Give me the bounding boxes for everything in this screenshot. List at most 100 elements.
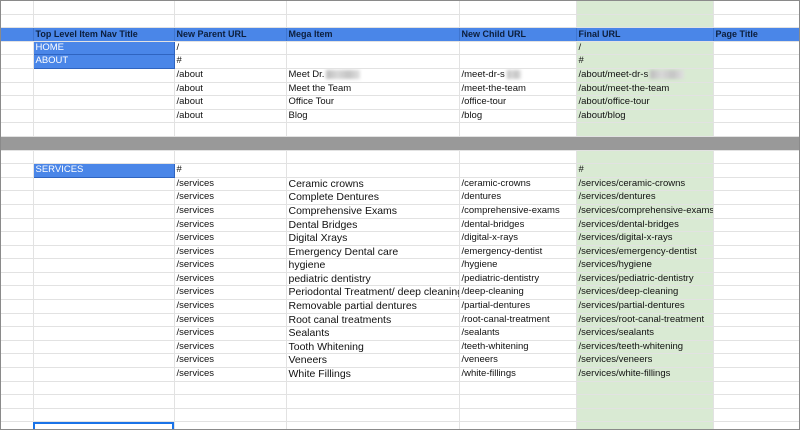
cell[interactable] <box>1 41 34 56</box>
page-title-cell[interactable] <box>713 353 799 369</box>
page-title-cell[interactable] <box>713 313 799 328</box>
cell[interactable] <box>1 204 34 219</box>
cell[interactable] <box>459 14 577 29</box>
cell[interactable] <box>286 421 460 429</box>
nav-title-cell[interactable] <box>33 245 175 260</box>
cell[interactable] <box>1 394 34 409</box>
nav-title-cell[interactable] <box>33 231 175 246</box>
cell[interactable] <box>1 408 34 423</box>
cell[interactable] <box>174 122 287 137</box>
cell[interactable] <box>174 150 287 165</box>
cell[interactable] <box>33 381 175 396</box>
cell[interactable] <box>33 14 175 29</box>
page-title-cell[interactable] <box>713 272 799 287</box>
final-url-cell[interactable]: /services/hygiene <box>576 258 714 273</box>
cell[interactable] <box>1 285 34 301</box>
cell[interactable] <box>1 299 34 314</box>
cell[interactable] <box>1 14 34 29</box>
mega-item-cell[interactable]: Comprehensive Exams <box>286 204 460 219</box>
final-url-cell[interactable]: /services/sealants <box>576 326 714 341</box>
parent-url-cell[interactable]: / <box>174 41 287 56</box>
child-url-cell[interactable]: /white-fillings <box>459 367 577 382</box>
final-url-cell[interactable]: /services/digital-x-rays <box>576 231 714 246</box>
cell[interactable] <box>286 150 460 165</box>
parent-url-cell[interactable]: /about <box>174 68 287 83</box>
final-url-cell[interactable]: /services/white-fillings <box>576 367 714 382</box>
cell[interactable] <box>713 421 799 429</box>
mega-item-cell[interactable]: Periodontal Treatment/ deep cleaning <box>286 285 460 301</box>
nav-title-cell[interactable] <box>33 258 175 273</box>
parent-url-cell[interactable]: /services <box>174 258 287 273</box>
cell[interactable] <box>174 394 287 409</box>
cell[interactable] <box>1 95 34 110</box>
nav-title-cell[interactable] <box>33 190 175 205</box>
final-url-cell[interactable]: /services/root-canal-treatment <box>576 313 714 328</box>
cell[interactable] <box>1 245 34 260</box>
child-url-cell[interactable]: /sealants <box>459 326 577 341</box>
mega-item-cell[interactable] <box>286 163 460 178</box>
parent-url-cell[interactable]: /services <box>174 340 287 355</box>
nav-title-cell[interactable] <box>33 285 175 301</box>
page-title-cell[interactable] <box>713 190 799 205</box>
child-url-cell[interactable]: /partial-dentures <box>459 299 577 314</box>
parent-url-cell[interactable]: /services <box>174 190 287 205</box>
mega-item-cell[interactable]: pediatric dentistry <box>286 272 460 287</box>
cell[interactable] <box>459 394 577 409</box>
child-url-cell[interactable]: /veneers <box>459 353 577 369</box>
cell[interactable] <box>459 150 577 165</box>
parent-url-cell[interactable]: /services <box>174 367 287 382</box>
cell[interactable] <box>174 1 287 15</box>
parent-url-cell[interactable]: /services <box>174 313 287 328</box>
cell[interactable] <box>576 122 714 137</box>
cell[interactable] <box>174 14 287 29</box>
cell[interactable] <box>286 381 460 396</box>
parent-url-cell[interactable]: /services <box>174 353 287 369</box>
child-url-cell[interactable]: /digital-x-rays <box>459 231 577 246</box>
mega-item-cell[interactable]: Removable partial dentures <box>286 299 460 314</box>
parent-url-cell[interactable]: /services <box>174 326 287 341</box>
cell[interactable] <box>1 122 34 137</box>
parent-url-cell[interactable]: /services <box>174 204 287 219</box>
final-url-cell[interactable]: /about/meet-dr-s <box>576 68 714 83</box>
cell[interactable] <box>459 408 577 423</box>
page-title-cell[interactable] <box>713 258 799 273</box>
parent-url-cell[interactable]: /about <box>174 95 287 110</box>
cell[interactable] <box>576 381 714 396</box>
nav-title-cell[interactable] <box>33 299 175 314</box>
final-url-cell[interactable]: # <box>576 54 714 69</box>
cell[interactable] <box>713 14 799 29</box>
child-url-cell[interactable] <box>459 41 577 56</box>
child-url-cell[interactable]: /emergency-dentist <box>459 245 577 260</box>
cell[interactable] <box>174 421 287 429</box>
final-url-cell[interactable]: /services/comprehensive-exams <box>576 204 714 219</box>
final-url-cell[interactable]: /about/blog <box>576 109 714 124</box>
final-url-cell[interactable]: /services/pediatric-dentistry <box>576 272 714 287</box>
child-url-cell[interactable] <box>459 163 577 178</box>
cell[interactable] <box>33 122 175 137</box>
nav-title-cell[interactable]: ABOUT <box>32 54 175 69</box>
cell[interactable] <box>174 408 287 423</box>
column-header[interactable]: New Child URL <box>459 27 577 42</box>
child-url-cell[interactable]: /meet-dr-s <box>459 68 577 83</box>
cell[interactable] <box>1 353 34 369</box>
nav-title-cell[interactable] <box>33 340 175 355</box>
cell[interactable] <box>713 394 799 409</box>
mega-item-cell[interactable]: White Fillings <box>286 367 460 382</box>
page-title-cell[interactable] <box>713 245 799 260</box>
cell[interactable] <box>1 272 34 287</box>
mega-item-cell[interactable] <box>286 41 460 56</box>
child-url-cell[interactable]: /hygiene <box>459 258 577 273</box>
final-url-cell[interactable]: /services/veneers <box>576 353 714 369</box>
final-url-cell[interactable]: / <box>576 41 714 56</box>
mega-item-cell[interactable]: Sealants <box>286 326 460 341</box>
final-url-cell[interactable]: /services/partial-dentures <box>576 299 714 314</box>
mega-item-cell[interactable]: Root canal treatments <box>286 313 460 328</box>
cell[interactable] <box>33 150 175 165</box>
cell[interactable] <box>1 218 34 233</box>
page-title-cell[interactable] <box>713 340 799 355</box>
cell[interactable] <box>174 381 287 396</box>
cell[interactable] <box>286 1 460 15</box>
column-header[interactable]: Page Title <box>713 27 799 42</box>
parent-url-cell[interactable]: # <box>174 163 287 178</box>
page-title-cell[interactable] <box>713 326 799 341</box>
